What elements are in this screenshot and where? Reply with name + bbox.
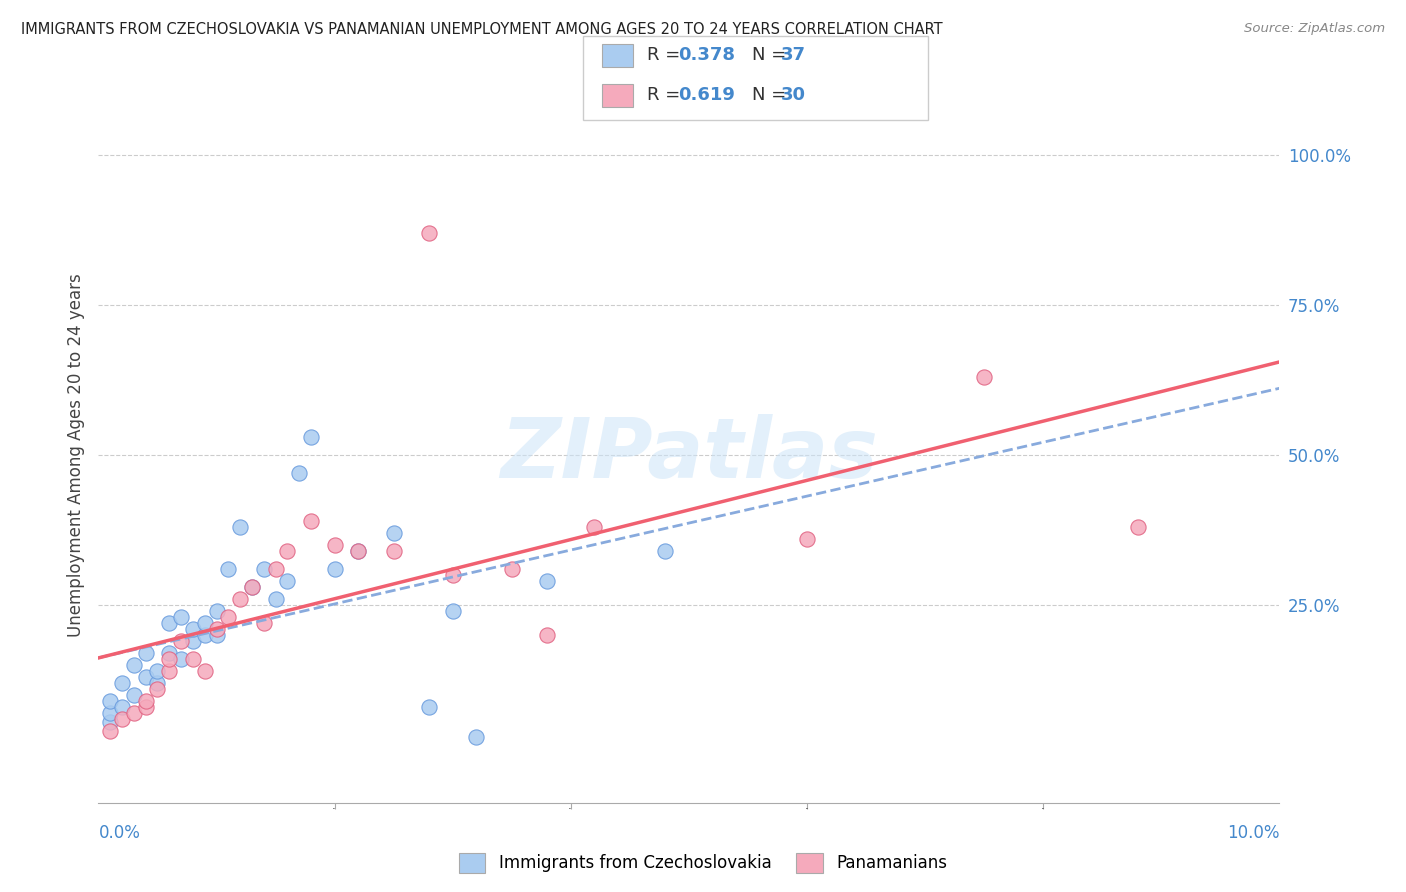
Point — [299, 430, 322, 444]
Text: Source: ZipAtlas.com: Source: ZipAtlas.com — [1244, 22, 1385, 36]
Point — [135, 699, 157, 714]
Point — [157, 664, 180, 678]
Point — [157, 615, 180, 630]
Point — [323, 562, 346, 576]
Point — [973, 370, 995, 384]
Point — [276, 544, 298, 558]
Point — [240, 580, 263, 594]
Point — [146, 676, 169, 690]
Text: 30: 30 — [780, 87, 806, 104]
Point — [122, 688, 145, 702]
Point — [170, 633, 193, 648]
Point — [98, 714, 121, 729]
Point — [288, 466, 311, 480]
Text: 0.0%: 0.0% — [98, 824, 141, 842]
Point — [111, 676, 134, 690]
Point — [98, 723, 121, 738]
Point — [122, 657, 145, 672]
Point — [253, 615, 276, 630]
Point — [323, 538, 346, 552]
Point — [441, 567, 464, 582]
Legend: Immigrants from Czechoslovakia, Panamanians: Immigrants from Czechoslovakia, Panamani… — [451, 847, 955, 880]
Point — [796, 532, 818, 546]
Point — [135, 670, 157, 684]
Point — [229, 591, 252, 606]
Point — [253, 562, 276, 576]
Text: 37: 37 — [780, 46, 806, 64]
Text: 10.0%: 10.0% — [1227, 824, 1279, 842]
Point — [418, 699, 440, 714]
Point — [264, 562, 287, 576]
Point — [347, 544, 370, 558]
Text: R =: R = — [647, 46, 686, 64]
Point — [194, 628, 217, 642]
Point — [194, 664, 217, 678]
Point — [181, 633, 204, 648]
Text: N =: N = — [752, 46, 792, 64]
Point — [418, 226, 440, 240]
Point — [382, 525, 405, 540]
Text: R =: R = — [647, 87, 686, 104]
Point — [170, 610, 193, 624]
Point — [98, 706, 121, 720]
Point — [146, 664, 169, 678]
Point — [122, 706, 145, 720]
Point — [276, 574, 298, 588]
Y-axis label: Unemployment Among Ages 20 to 24 years: Unemployment Among Ages 20 to 24 years — [66, 273, 84, 637]
Point — [194, 615, 217, 630]
Point — [441, 604, 464, 618]
Point — [111, 699, 134, 714]
Point — [135, 694, 157, 708]
Point — [111, 712, 134, 726]
Point — [205, 604, 228, 618]
Point — [536, 628, 558, 642]
Point — [1126, 520, 1149, 534]
Point — [347, 544, 370, 558]
Text: N =: N = — [752, 87, 792, 104]
Point — [217, 610, 239, 624]
Point — [181, 652, 204, 666]
Point — [264, 591, 287, 606]
Point — [157, 652, 180, 666]
Point — [181, 622, 204, 636]
Text: IMMIGRANTS FROM CZECHOSLOVAKIA VS PANAMANIAN UNEMPLOYMENT AMONG AGES 20 TO 24 YE: IMMIGRANTS FROM CZECHOSLOVAKIA VS PANAMA… — [21, 22, 942, 37]
Point — [240, 580, 263, 594]
Point — [536, 574, 558, 588]
Point — [157, 646, 180, 660]
Point — [299, 514, 322, 528]
Text: ZIPatlas: ZIPatlas — [501, 415, 877, 495]
Point — [205, 628, 228, 642]
Point — [583, 520, 606, 534]
Point — [654, 544, 676, 558]
Point — [205, 622, 228, 636]
Point — [146, 681, 169, 696]
Point — [135, 646, 157, 660]
Point — [465, 730, 488, 744]
Point — [217, 562, 239, 576]
Point — [170, 652, 193, 666]
Point — [98, 694, 121, 708]
Point — [229, 520, 252, 534]
Point — [382, 544, 405, 558]
Text: 0.378: 0.378 — [678, 46, 735, 64]
Text: 0.619: 0.619 — [678, 87, 734, 104]
Point — [501, 562, 523, 576]
